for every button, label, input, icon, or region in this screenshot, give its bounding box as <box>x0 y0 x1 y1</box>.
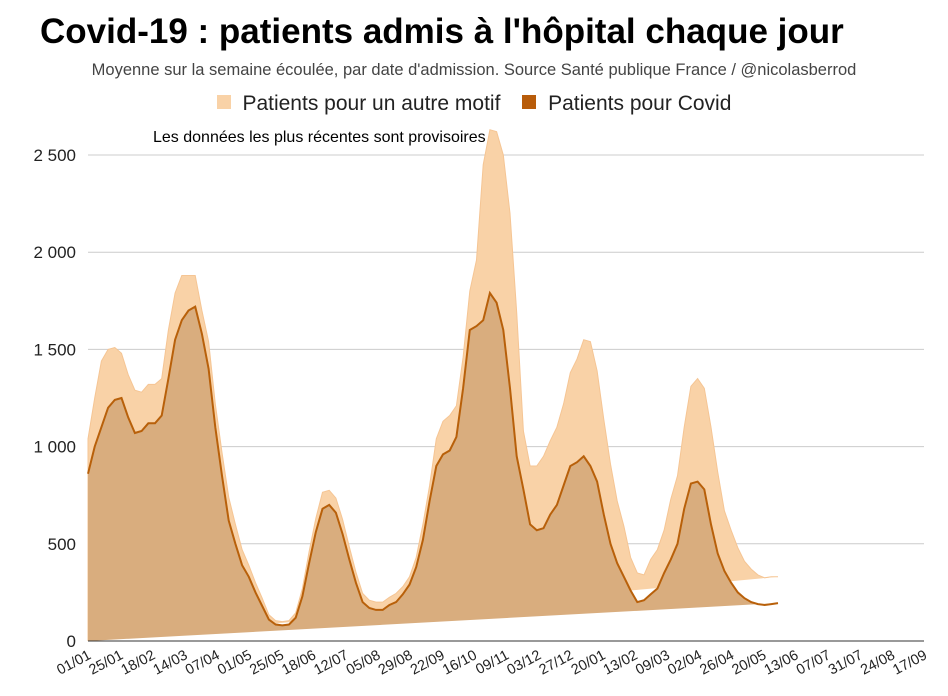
y-tick-label: 2 500 <box>33 146 76 165</box>
series-line-covid <box>87 290 779 627</box>
legend-label-covid: Patients pour Covid <box>548 92 732 115</box>
legend: Patients pour un autre motif Patients po… <box>0 92 948 116</box>
y-tick-label: 0 <box>67 632 76 651</box>
y-tick-label: 1 000 <box>33 438 76 457</box>
provisional-data-annotation: Les données les plus récentes sont provi… <box>153 129 486 146</box>
y-tick-label: 1 500 <box>33 340 76 359</box>
x-axis-ticks: 01/0125/0118/0214/0307/0401/0525/0518/06… <box>54 647 930 678</box>
legend-swatch-other <box>216 95 231 109</box>
legend-swatch-covid <box>522 95 537 109</box>
plot-areas <box>87 129 924 642</box>
y-tick-label: 500 <box>48 535 76 554</box>
legend-item-other[interactable]: Patients pour un autre motif <box>216 92 501 116</box>
y-tick-label: 2 000 <box>33 243 76 262</box>
legend-item-covid[interactable]: Patients pour Covid <box>522 92 731 116</box>
chart-title: Covid-19 : patients admis à l'hôpital ch… <box>40 12 844 51</box>
y-axis-ticks: 0 500 1 000 1 500 2 000 2 500 <box>33 146 76 651</box>
chart-subtitle: Moyenne sur la semaine écoulée, par date… <box>91 61 857 79</box>
legend-label-other: Patients pour un autre motif <box>242 92 501 115</box>
series-area-covid <box>88 293 778 641</box>
x-tick-label: 17/09 <box>890 647 930 678</box>
series-area-other <box>87 129 778 641</box>
